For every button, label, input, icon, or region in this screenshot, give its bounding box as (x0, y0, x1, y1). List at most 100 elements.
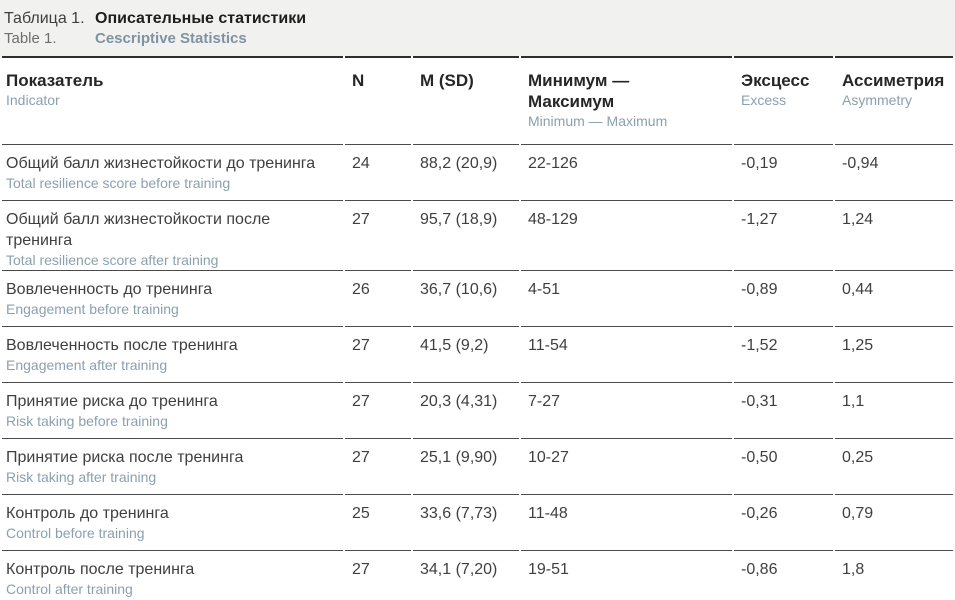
caption-line-en: Table 1. Cescriptive Statistics (4, 29, 955, 49)
min-max-value: 7-27 (528, 393, 561, 410)
table-row: Вовлеченность после тренинга Engagement … (2, 327, 953, 383)
excess-cell: -0,19 (734, 145, 833, 201)
column-header-n: N (345, 56, 411, 145)
excess-value: -0,86 (741, 561, 778, 578)
n-cell: 24 (345, 145, 411, 201)
excess-value: -1,27 (741, 211, 778, 228)
column-header-n-label: N (352, 71, 365, 90)
n-cell: 27 (345, 201, 411, 271)
asymmetry-value: 0,25 (842, 449, 874, 466)
asymmetry-cell: 1,1 (835, 383, 953, 439)
table-row: Принятие риска после тренинга Risk takin… (2, 439, 953, 495)
indicator-cell: Вовлеченность до тренинга Engagement bef… (2, 271, 343, 327)
min-max-value: 4-51 (528, 281, 561, 298)
min-max-value: 48-129 (528, 211, 578, 228)
asymmetry-value: 1,8 (842, 561, 865, 578)
column-header-excess-en: Excess (741, 92, 787, 108)
m-sd-cell: 95,7 (18,9) (413, 201, 519, 271)
indicator-cell: Общий балл жизнестойкости после тренинга… (2, 201, 343, 271)
header-row: Показатель Indicator N M (SD) Минимум — … (2, 56, 953, 145)
table-row: Вовлеченность до тренинга Engagement bef… (2, 271, 953, 327)
column-header-indicator-ru: Показатель (6, 71, 104, 90)
indicator-cell: Принятие риска до тренинга Risk taking b… (2, 383, 343, 439)
table-row: Контроль до тренинга Control before trai… (2, 495, 953, 551)
excess-value: -0,50 (741, 449, 778, 466)
asymmetry-cell: 0,44 (835, 271, 953, 327)
table-row: Общий балл жизнестойкости до тренинга To… (2, 145, 953, 201)
caption-label-en: Table 1. (4, 30, 57, 47)
m-sd-cell: 33,6 (7,73) (413, 495, 519, 551)
n-cell: 27 (345, 383, 411, 439)
min-max-cell: 48-129 (521, 201, 732, 271)
column-header-min-max: Минимум — Максимум Minimum — Maximum (521, 56, 732, 145)
min-max-cell: 22-126 (521, 145, 732, 201)
excess-cell: -1,27 (734, 201, 833, 271)
indicator-ru: Вовлеченность до тренинга (6, 281, 213, 298)
min-max-cell: 10-27 (521, 439, 732, 495)
m-sd-cell: 88,2 (20,9) (413, 145, 519, 201)
column-header-m-sd-label: M (SD) (420, 71, 474, 90)
column-header-excess-ru: Эксцесс (741, 71, 810, 90)
excess-value: -1,52 (741, 337, 778, 354)
column-header-m-sd: M (SD) (413, 56, 519, 145)
caption-label-ru: Таблица 1. (4, 10, 85, 27)
indicator-ru: Принятие риска после тренинга (6, 449, 244, 466)
indicator-cell: Контроль после тренинга Control after tr… (2, 551, 343, 600)
indicator-ru: Принятие риска до тренинга (6, 393, 218, 410)
m-sd-value: 34,1 (7,20) (420, 561, 498, 578)
excess-value: -0,26 (741, 505, 778, 522)
column-header-asymmetry: Ассиметрия Asymmetry (835, 56, 953, 145)
asymmetry-value: 0,44 (842, 281, 874, 298)
excess-cell: -1,52 (734, 327, 833, 383)
asymmetry-cell: 1,8 (835, 551, 953, 600)
m-sd-cell: 41,5 (9,2) (413, 327, 519, 383)
column-header-min-max-en: Minimum — Maximum (528, 113, 668, 129)
indicator-ru: Общий балл жизнестойкости до тренинга (6, 155, 316, 172)
min-max-cell: 19-51 (521, 551, 732, 600)
indicator-ru: Контроль после тренинга (6, 561, 195, 578)
indicator-en: Engagement before training (6, 301, 179, 317)
n-cell: 27 (345, 551, 411, 600)
indicator-en: Control after training (6, 581, 133, 597)
m-sd-value: 25,1 (9,90) (420, 449, 498, 466)
n-value: 26 (352, 281, 370, 298)
n-cell: 27 (345, 327, 411, 383)
n-value: 27 (352, 393, 370, 410)
indicator-en: Control before training (6, 525, 145, 541)
indicator-cell: Вовлеченность после тренинга Engagement … (2, 327, 343, 383)
column-header-asymmetry-ru: Ассиметрия (842, 71, 945, 90)
indicator-ru: Контроль до тренинга (6, 505, 169, 522)
indicator-en: Risk taking after training (6, 469, 157, 485)
n-value: 25 (352, 505, 370, 522)
table-row: Принятие риска до тренинга Risk taking b… (2, 383, 953, 439)
n-value: 27 (352, 211, 370, 228)
excess-cell: -0,50 (734, 439, 833, 495)
min-max-cell: 11-48 (521, 495, 732, 551)
indicator-en: Engagement after training (6, 357, 168, 373)
m-sd-value: 95,7 (18,9) (420, 211, 498, 228)
asymmetry-cell: 1,24 (835, 201, 953, 271)
m-sd-cell: 36,7 (10,6) (413, 271, 519, 327)
n-value: 24 (352, 155, 370, 172)
column-header-asymmetry-en: Asymmetry (842, 92, 912, 108)
min-max-value: 11-48 (528, 505, 568, 522)
m-sd-cell: 20,3 (4,31) (413, 383, 519, 439)
column-header-indicator-en: Indicator (6, 92, 60, 108)
indicator-ru: Вовлеченность после тренинга (6, 337, 238, 354)
table-row: Контроль после тренинга Control after tr… (2, 551, 953, 600)
asymmetry-value: -0,94 (842, 155, 879, 172)
descriptive-statistics-table: Показатель Indicator N M (SD) Минимум — … (0, 56, 955, 600)
m-sd-value: 33,6 (7,73) (420, 505, 498, 522)
indicator-en: Risk taking before training (6, 413, 168, 429)
min-max-value: 11-54 (528, 337, 568, 354)
excess-cell: -0,86 (734, 551, 833, 600)
min-max-cell: 11-54 (521, 327, 732, 383)
asymmetry-cell: -0,94 (835, 145, 953, 201)
m-sd-value: 88,2 (20,9) (420, 155, 498, 172)
n-cell: 25 (345, 495, 411, 551)
column-header-min-max-ru: Минимум — Максимум (528, 71, 630, 111)
n-value: 27 (352, 449, 370, 466)
n-value: 27 (352, 561, 370, 578)
indicator-en: Total resilience score after training (6, 252, 219, 268)
m-sd-value: 41,5 (9,2) (420, 337, 489, 354)
